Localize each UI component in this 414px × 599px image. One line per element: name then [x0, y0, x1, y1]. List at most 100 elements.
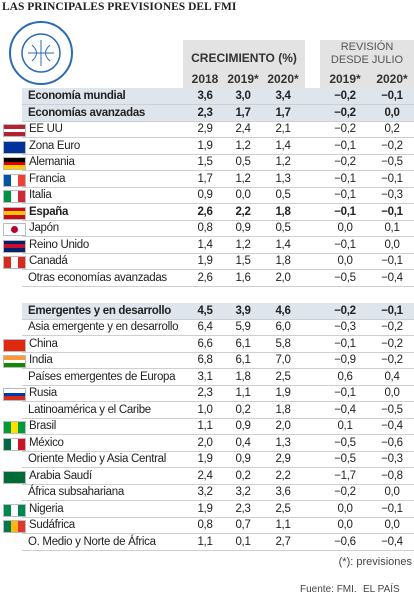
cell-value: −0,2 [334, 304, 356, 317]
flag-stripe [4, 471, 25, 476]
cell-value: −0,1 [334, 172, 356, 185]
row-divider [22, 450, 414, 452]
flag-stripe [4, 359, 25, 364]
cell-value: −0,2 [334, 486, 356, 498]
flag [3, 503, 26, 517]
growth-header-bg [183, 40, 305, 88]
row-label: China [29, 337, 58, 350]
cell-value: 1,9 [197, 502, 213, 515]
flag-stripe [4, 343, 25, 347]
cell-value: 0,0 [235, 189, 251, 201]
cell-value: 6,8 [197, 354, 213, 366]
row-label: Economías avanzadas [28, 106, 146, 119]
cell-value: −0,8 [381, 469, 403, 482]
flag-stripe [4, 339, 25, 344]
cell-value: 5,8 [275, 337, 291, 350]
flag [3, 140, 26, 154]
cell-value: 2,7 [275, 535, 291, 548]
row-divider [22, 269, 414, 270]
cell-value: −0,1 [334, 139, 356, 152]
row-divider [22, 219, 414, 221]
cell-value: 0,0 [337, 502, 353, 515]
row-label: Países emergentes de Europa [28, 370, 176, 383]
row-label: México [29, 436, 64, 449]
row-label: España [29, 205, 69, 218]
cell-value: 0,1 [235, 535, 251, 548]
cell-value: 5,9 [235, 321, 251, 333]
flag-stripe [4, 422, 11, 433]
flag-stripe [4, 128, 25, 133]
cell-value: −0,2 [334, 123, 356, 135]
cell-value: 1,1 [197, 535, 213, 548]
cell-value: −1,7 [334, 469, 356, 482]
flag-stripe [4, 504, 11, 516]
flag-stripe [4, 132, 25, 137]
cell-value: 0,8 [197, 222, 213, 234]
cell-value: 1,2 [235, 238, 251, 251]
cell-value: 2,0 [197, 436, 213, 449]
cell-value: 1,4 [197, 238, 213, 251]
cell-value: −0,2 [334, 156, 356, 168]
cell-value: 0,0 [384, 238, 400, 251]
cell-value: 3,2 [197, 486, 213, 498]
cell-value: −0,1 [334, 337, 356, 350]
revision-header-bg [320, 40, 414, 88]
cell-value: 1,7 [197, 172, 213, 185]
flag-stripe [11, 191, 18, 202]
cell-value: 2,0 [275, 271, 291, 284]
cell-value: 1,1 [235, 387, 251, 399]
flag-stripe [18, 191, 25, 202]
flag [3, 388, 26, 401]
cell-value: 0,9 [235, 420, 251, 432]
flag [3, 206, 26, 220]
cell-value: 1,8 [275, 205, 291, 218]
row-label: EE UU [29, 123, 63, 135]
cell-value: 1,0 [197, 403, 213, 416]
row-divider [22, 533, 414, 534]
cell-value: 1,9 [197, 453, 213, 465]
row-divider [22, 384, 414, 386]
source: Fuente: FMI. [300, 584, 357, 595]
row-divider [22, 500, 414, 501]
column-header: 2019* [227, 72, 259, 86]
row-divider [22, 335, 414, 336]
cell-value: −0,2 [381, 321, 403, 333]
cell-value: −0,6 [381, 436, 403, 449]
flag [3, 124, 26, 137]
cell-value: 2,3 [235, 502, 251, 515]
flag-stripe [18, 422, 25, 433]
cell-value: 2,9 [275, 453, 291, 465]
row-label: Otras economías avanzadas [28, 271, 167, 284]
cell-value: 0,1 [384, 222, 400, 234]
cell-value: −0,2 [334, 90, 356, 102]
cell-value: 2,2 [275, 469, 291, 482]
cell-value: 4,5 [197, 304, 213, 317]
flag-stripe [11, 438, 18, 450]
flag-stripe [4, 478, 25, 483]
cell-value: 1,8 [275, 403, 291, 416]
row-label: Emergentes y en desarrollo [28, 304, 172, 317]
flag-stripe [18, 504, 25, 516]
revision-header: DESDE JULIO [330, 54, 404, 66]
cell-value: −0,1 [334, 238, 356, 251]
cell-value: 1,4 [275, 139, 291, 152]
flag-stripe [4, 389, 25, 393]
row-divider [22, 186, 414, 188]
cell-value: 2,6 [197, 271, 213, 284]
cell-value: 1,3 [275, 172, 291, 185]
cell-value: 3,6 [275, 486, 291, 498]
flag-stripe [4, 174, 11, 186]
flag-stripe [4, 392, 25, 397]
cell-value: 1,6 [235, 271, 251, 284]
flag [3, 223, 26, 236]
flag-stripe [4, 244, 25, 248]
row-divider [22, 137, 414, 138]
cell-value: 6,1 [235, 354, 251, 366]
column-header: 2020* [376, 72, 408, 86]
flag [3, 470, 26, 484]
cell-value: 6,6 [197, 337, 213, 350]
flag-stripe [11, 521, 18, 532]
flag [3, 355, 26, 368]
flag-stripe [18, 257, 25, 268]
